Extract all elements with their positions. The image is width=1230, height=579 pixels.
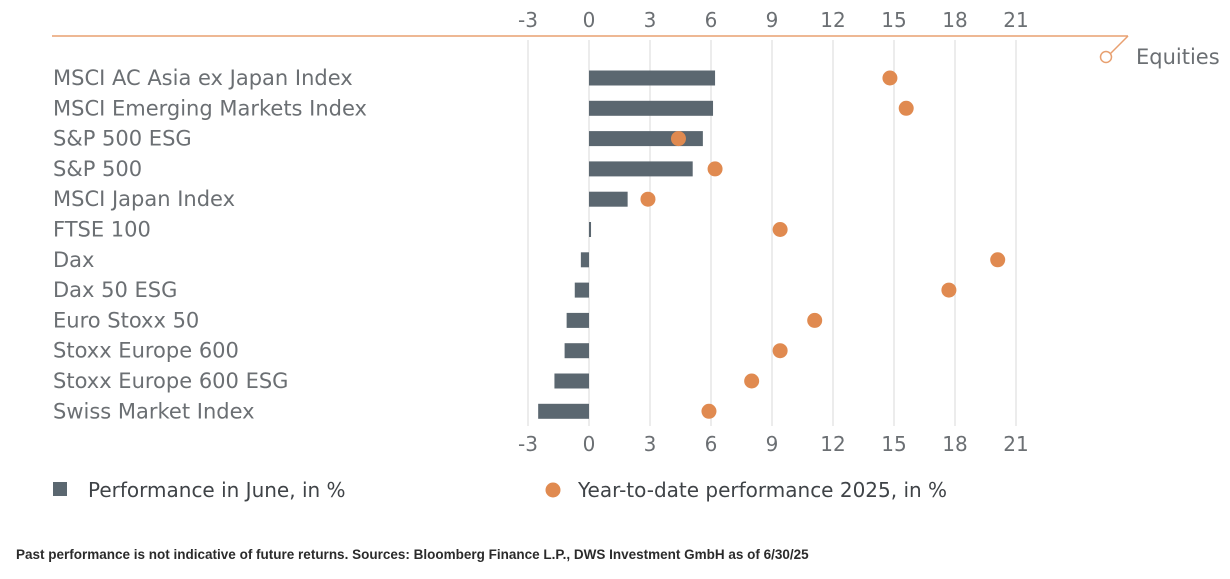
category-label: MSCI Japan Index: [53, 187, 235, 211]
category-labels: MSCI AC Asia ex Japan Index MSCI Emerging…: [53, 66, 367, 423]
x-tick-label-top: 12: [820, 8, 845, 32]
ytd-performance-dot: [807, 312, 823, 328]
x-tick-label-top: 18: [942, 8, 967, 32]
legend-bar-swatch: [53, 482, 67, 496]
x-tick-label-bottom: 12: [820, 432, 845, 456]
x-tick-label-top: 3: [644, 8, 657, 32]
june-performance-bar: [589, 70, 716, 86]
category-label: Euro Stoxx 50: [53, 308, 199, 332]
x-axis-top-ticks: -3 0 3 6 9 12 15 18 21: [518, 8, 1029, 32]
june-performance-bar: [589, 222, 592, 237]
ytd-performance-dot: [744, 373, 760, 389]
june-performance-bar: [564, 343, 589, 359]
x-tick-label-bottom: -3: [518, 432, 538, 456]
category-label: Dax 50 ESG: [53, 278, 177, 302]
x-tick-label-top: 6: [705, 8, 718, 32]
legend-dot-swatch: [545, 482, 561, 498]
x-axis-bottom-ticks: -3 0 3 6 9 12 15 18 21: [518, 432, 1029, 456]
x-tick-label-bottom: 18: [942, 432, 967, 456]
legend-bar-label: Performance in June, in %: [88, 478, 346, 502]
category-label: FTSE 100: [53, 218, 151, 242]
june-performance-bars: [538, 70, 716, 419]
x-tick-label-top: -3: [518, 8, 538, 32]
category-label: Dax: [53, 248, 94, 272]
footnote: Past performance is not indicative of fu…: [16, 547, 809, 562]
section-marker-connector: [1107, 35, 1129, 57]
category-label: S&P 500: [53, 157, 142, 181]
ytd-performance-dot: [882, 70, 898, 86]
june-performance-bar: [589, 161, 693, 177]
legend: Performance in June, in % Year-to-date p…: [53, 478, 947, 502]
x-tick-label-bottom: 9: [766, 432, 779, 456]
june-performance-bar: [566, 312, 589, 328]
ytd-performance-dot: [670, 131, 686, 147]
category-label: Swiss Market Index: [53, 399, 255, 423]
june-performance-bar: [589, 191, 628, 207]
june-performance-bar: [538, 403, 589, 419]
x-tick-label-top: 15: [881, 8, 906, 32]
june-performance-bar: [554, 373, 589, 389]
legend-dot-label: Year-to-date performance 2025, in %: [577, 478, 947, 502]
x-tick-label-bottom: 0: [583, 432, 596, 456]
category-label: S&P 500 ESG: [53, 127, 192, 151]
ytd-performance-dot: [772, 343, 788, 359]
ytd-performance-dot: [990, 252, 1006, 268]
x-tick-label-top: 9: [766, 8, 779, 32]
x-tick-label-bottom: 15: [881, 432, 906, 456]
gridlines: [527, 40, 1017, 426]
ytd-performance-dot: [707, 161, 723, 177]
ytd-performance-dot: [701, 403, 717, 419]
ytd-performance-dot: [772, 222, 788, 237]
ytd-performance-dot: [898, 100, 914, 116]
x-tick-label-bottom: 6: [705, 432, 718, 456]
x-tick-label-bottom: 3: [644, 432, 657, 456]
june-performance-bar: [589, 100, 714, 116]
x-tick-label-bottom: 21: [1003, 432, 1028, 456]
x-tick-label-top: 21: [1003, 8, 1028, 32]
ytd-performance-dot: [941, 282, 957, 298]
section-marker-icon: [1099, 50, 1113, 64]
section-label: Equities: [1136, 45, 1220, 69]
x-tick-label-top: 0: [583, 8, 596, 32]
category-label: MSCI Emerging Markets Index: [53, 96, 367, 120]
ytd-performance-dot: [640, 191, 656, 207]
june-performance-bar: [574, 282, 589, 298]
june-performance-bar: [580, 252, 589, 268]
category-label: Stoxx Europe 600 ESG: [53, 369, 288, 393]
ytd-performance-dots: [640, 70, 1006, 419]
category-label: Stoxx Europe 600: [53, 339, 239, 363]
category-label: MSCI AC Asia ex Japan Index: [53, 66, 353, 90]
